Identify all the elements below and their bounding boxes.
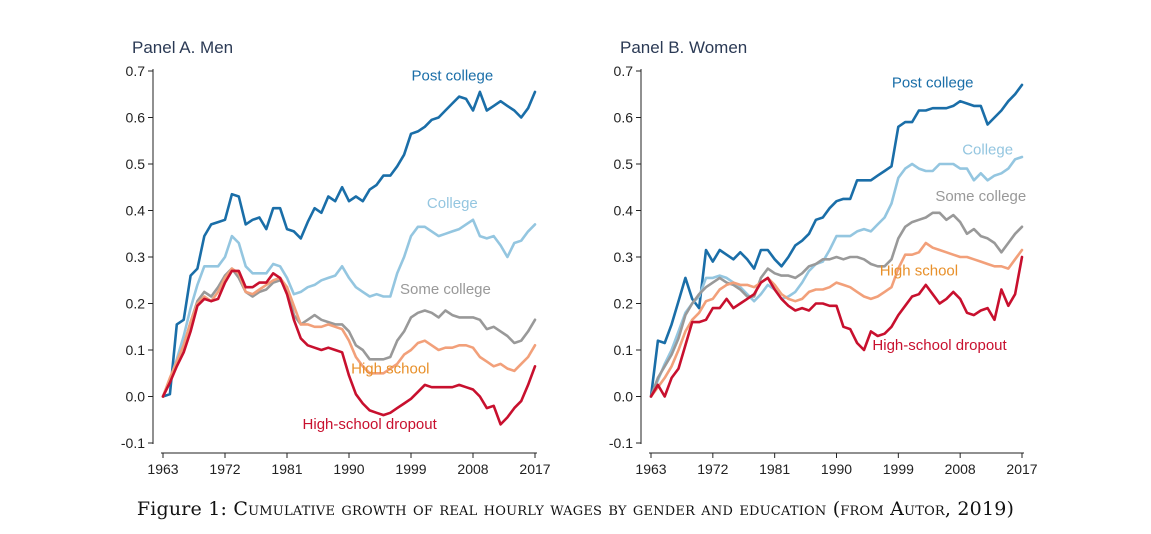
caption-label: Figure 1: <box>136 498 228 520</box>
panel-b-y-tick-label: 0.5 <box>614 156 634 172</box>
panel-a-y-tick-label: 0.3 <box>126 249 146 265</box>
panel-a-y-tick-label: 0.0 <box>126 389 146 405</box>
panel-b-y-tick-label: 0.3 <box>614 249 634 265</box>
panel-a-x-tick-label: 1990 <box>333 461 364 477</box>
panel-b-series-college <box>649 155 1024 398</box>
panel-a-label-high-school-dropout: High-school dropout <box>303 416 438 433</box>
panel-b-label-high-school: High school <box>880 263 958 280</box>
panel-b-y-tick-label: 0.2 <box>614 296 634 312</box>
panel-b-x-tick-label: 1990 <box>821 461 852 477</box>
panel-a-label-post-college: Post college <box>411 67 493 84</box>
panel-b-y-tick-label: -0.1 <box>609 435 633 451</box>
panel-a-y-tick-label: 0.4 <box>126 203 146 219</box>
panel-a-series-high-school-dropout <box>161 269 537 426</box>
panel-b-x-tick-label: 1999 <box>883 461 914 477</box>
panel-a-title: Panel A. Men <box>132 38 233 57</box>
panel-a-x-tick-label: 1963 <box>147 461 178 477</box>
panel-b-label-post-college: Post college <box>892 74 974 91</box>
panel-a-x-tick-label: 1981 <box>271 461 302 477</box>
panel-a-x-tick-label: 2008 <box>457 461 488 477</box>
panel-a-y-tick-label: 0.5 <box>126 156 146 172</box>
panel-a-series-post-college <box>161 90 537 398</box>
panel-b-y-tick-label: 0.7 <box>614 63 634 79</box>
panel-a-y-tick-label: -0.1 <box>121 435 145 451</box>
panel-a-y-tick-label: 0.2 <box>126 296 146 312</box>
panel-a-y-tick-label: 0.1 <box>126 342 146 358</box>
panel-b-series-some-college <box>649 211 1024 398</box>
panel-b-title: Panel B. Women <box>620 38 747 57</box>
panel-a-series-some-college <box>161 267 537 398</box>
panel-a-y-tick-label: 0.6 <box>126 110 146 126</box>
panel-a-label-high-school: High school <box>351 360 429 377</box>
panel-a-series-high-school <box>161 267 537 398</box>
panel-b-x-tick-label: 1963 <box>635 461 666 477</box>
panel-b-series-post-college <box>649 83 1024 398</box>
panel-b-series-high-school-dropout <box>649 255 1024 398</box>
panel-a-label-college: College <box>427 195 478 212</box>
panel-a-x-tick-label: 2017 <box>519 461 550 477</box>
panel-a-x-tick-label: 1972 <box>209 461 240 477</box>
panel-a-x-tick-label: 1999 <box>395 461 426 477</box>
panel-b-x-tick-label: 2008 <box>945 461 976 477</box>
panel-b-series-high-school <box>649 241 1024 398</box>
panel-b-x-tick-label: 1972 <box>697 461 728 477</box>
panel-a-y-tick-label: 0.7 <box>126 63 146 79</box>
panel-a-label-some-college: Some college <box>400 281 491 298</box>
panel-b-x-tick-label: 1981 <box>759 461 790 477</box>
panel-b-label-some-college: Some college <box>935 188 1026 205</box>
panel-b-x-tick-label: 2017 <box>1006 461 1037 477</box>
panel-b-y-tick-label: 0.4 <box>614 203 634 219</box>
panel-b-label-college: College <box>962 142 1013 159</box>
panel-a-series-college <box>161 218 537 398</box>
panel-b-y-tick-label: 0.0 <box>614 389 634 405</box>
figure-caption: Figure 1: Cumulative growth of real hour… <box>0 498 1151 520</box>
panel-b-label-high-school-dropout: High-school dropout <box>872 337 1007 354</box>
panel-b-y-tick-label: 0.1 <box>614 342 634 358</box>
panel-a-men: Panel A. Men -0.1 0.0 0.1 0.2 0.3 0.4 0.5 0.6 0.7… <box>121 38 551 477</box>
caption-text: Cumulative growth of real hourly wages b… <box>233 498 1015 520</box>
panel-b-women: Panel B. Women -0.1 0.0 0.1 0.2 0.3 0.4 0.5 0.6 0… <box>609 38 1038 477</box>
panel-b-y-tick-label: 0.6 <box>614 110 634 126</box>
